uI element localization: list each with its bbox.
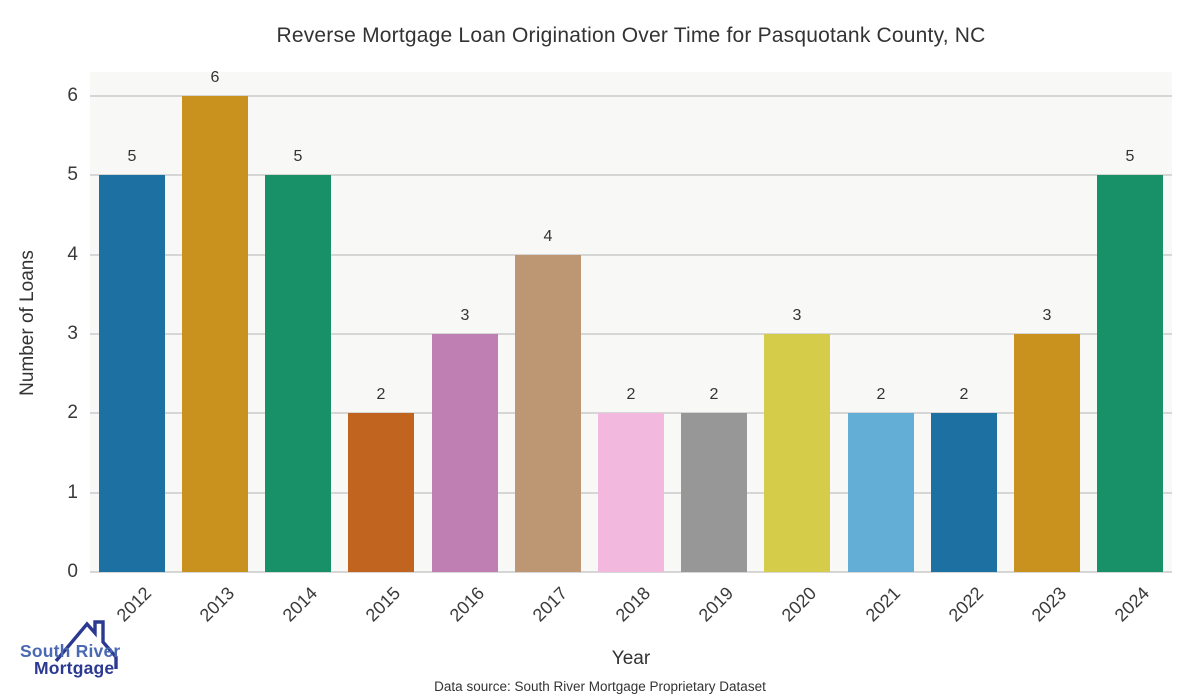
y-tick-label: 0 [67, 561, 78, 582]
y-gridline [90, 571, 1172, 573]
x-tick-label: 2017 [528, 583, 571, 626]
x-tick-label: 2014 [278, 583, 322, 626]
bar-2012 [99, 175, 165, 572]
y-tick-label: 6 [67, 85, 78, 106]
chart-title: Reverse Mortgage Loan Origination Over T… [276, 24, 986, 47]
x-tick-label: 2019 [694, 583, 738, 626]
x-tick-label: 2013 [195, 583, 239, 626]
bar-2021 [848, 413, 914, 572]
y-tick-label: 2 [67, 402, 78, 423]
bar-2023 [1014, 334, 1080, 572]
x-tick-label: 2021 [861, 583, 904, 626]
x-tick-label: 2020 [778, 583, 821, 626]
y-gridline [90, 332, 1172, 335]
plot-area: 5 6 5 2 3 4 2 2 3 2 2 3 5 [90, 69, 1172, 573]
bar-2018 [598, 413, 664, 572]
y-gridline [90, 94, 1172, 97]
bar-value-label: 4 [543, 228, 553, 245]
bar-2019 [681, 413, 747, 572]
x-tick-label: 2016 [445, 583, 488, 626]
x-tick-label: 2024 [1111, 583, 1154, 626]
bar-value-label: 5 [293, 148, 303, 165]
bar-2013 [182, 96, 248, 572]
bar-2017 [515, 255, 581, 572]
bar-value-label: 3 [792, 307, 802, 324]
bar-value-label: 5 [1125, 148, 1135, 165]
x-axis-label: Year [611, 648, 651, 669]
x-tick-label: 2018 [611, 583, 655, 626]
x-tick-label: 2022 [944, 583, 988, 626]
bar-value-label: 5 [127, 148, 137, 165]
data-source-note: Data source: South River Mortgage Propri… [434, 679, 766, 694]
y-gridline [90, 174, 1172, 177]
y-tick-label: 4 [67, 244, 78, 265]
y-gridline [90, 253, 1172, 256]
bar-2014 [265, 175, 331, 572]
bar-2024 [1097, 175, 1163, 572]
bar-2015 [348, 413, 414, 572]
bar-value-label: 2 [959, 386, 969, 403]
bar-value-label: 3 [1042, 307, 1052, 324]
logo-text-mortgage: Mortgage [34, 658, 115, 678]
bar-2022 [931, 413, 997, 572]
logo-text-south-river: South River [20, 641, 121, 661]
south-river-mortgage-logo: South River Mortgage [16, 614, 146, 684]
bar-value-label: 6 [210, 69, 220, 86]
x-tick-label: 2023 [1027, 583, 1071, 626]
y-tick-label: 1 [67, 482, 78, 503]
bar-2020 [764, 334, 830, 572]
bar-value-label: 2 [626, 386, 636, 403]
bar-value-label: 3 [460, 307, 470, 324]
bar-value-label: 2 [876, 386, 886, 403]
bar-value-label: 2 [709, 386, 719, 403]
bar-2016 [432, 334, 498, 572]
y-tick-label: 3 [67, 323, 78, 344]
y-tick-label: 5 [67, 164, 78, 185]
bar-value-label: 2 [376, 386, 386, 403]
house-roof-icon [54, 620, 118, 669]
x-tick-label: 2015 [361, 583, 405, 626]
